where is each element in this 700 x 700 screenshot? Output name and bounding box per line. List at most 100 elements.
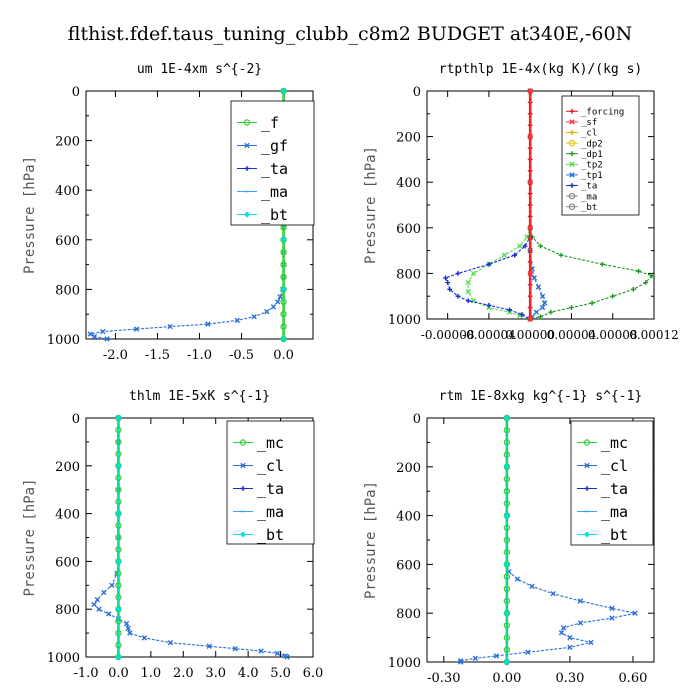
legend: _forcing_sf_cl_dp2_dp1_tp2_tp1_ta_ma_bt xyxy=(561,95,640,216)
data-point xyxy=(244,166,250,171)
series-tp2 xyxy=(465,88,533,322)
data-point xyxy=(493,653,500,659)
legend-label: _ta xyxy=(257,480,284,498)
data-point xyxy=(104,336,110,342)
data-point xyxy=(284,654,290,660)
data-point xyxy=(588,639,594,646)
series-cl xyxy=(457,415,638,665)
data-point xyxy=(568,192,576,200)
data-point xyxy=(127,630,133,636)
data-point xyxy=(123,620,130,627)
data-point xyxy=(133,326,140,332)
y-tick-label: 600 xyxy=(55,234,80,249)
data-point xyxy=(240,462,246,469)
legend-label: _cl xyxy=(257,457,284,475)
data-point xyxy=(141,635,148,641)
data-point xyxy=(529,583,535,590)
data-point xyxy=(577,620,584,626)
data-point xyxy=(106,611,112,617)
data-point xyxy=(507,307,512,313)
data-point xyxy=(527,270,533,277)
data-point xyxy=(243,119,251,126)
y-tick-label: 800 xyxy=(396,607,421,622)
data-point xyxy=(636,268,641,274)
data-point xyxy=(280,273,287,281)
y-tick-label: 400 xyxy=(396,510,421,525)
data-point xyxy=(465,279,471,286)
x-tick-label: -0.30 xyxy=(427,671,460,686)
data-point xyxy=(568,203,576,210)
data-point xyxy=(503,488,511,495)
legend-label: _ma xyxy=(261,183,288,201)
legend: _mc _cl _ta _ma _bt xyxy=(226,420,315,545)
x-tick-label: 0.00004 xyxy=(547,328,597,342)
data-point xyxy=(87,331,93,337)
data-point xyxy=(270,304,277,310)
data-point xyxy=(251,313,257,320)
data-point xyxy=(109,582,115,588)
data-point xyxy=(610,293,616,299)
data-point xyxy=(527,133,533,140)
data-point xyxy=(503,561,510,568)
data-point xyxy=(115,438,122,446)
x-tick-label: 3.0 xyxy=(205,666,226,681)
y-tick-label: 600 xyxy=(55,555,80,570)
series-line xyxy=(529,91,653,320)
legend-label: _mc xyxy=(601,434,628,452)
data-point xyxy=(538,314,543,320)
data-point xyxy=(280,236,287,243)
data-point xyxy=(470,270,477,277)
series-sf xyxy=(527,88,533,322)
data-point xyxy=(115,654,122,660)
y-tick-label: 0 xyxy=(72,85,80,100)
data-point xyxy=(205,321,211,327)
data-point xyxy=(584,462,590,469)
legend-label: _ma xyxy=(581,192,597,202)
data-point xyxy=(232,645,238,652)
x-tick-label: 2.0 xyxy=(173,666,194,681)
legend-label: _cl xyxy=(601,457,628,475)
legend-label: _gf xyxy=(261,137,288,155)
data-point xyxy=(643,280,649,285)
data-point xyxy=(115,474,122,481)
data-point xyxy=(465,288,471,295)
series-bt xyxy=(115,415,122,660)
panel-title: rtpthlp 1E-4x(kg K)/(kg s) xyxy=(439,62,643,77)
y-tick-label: 1000 xyxy=(388,656,421,671)
data-point xyxy=(527,316,533,322)
data-point xyxy=(100,328,106,335)
series-line xyxy=(467,91,531,320)
data-point xyxy=(167,639,174,646)
y-tick-label: 600 xyxy=(396,222,421,237)
y-tick-label: 0 xyxy=(413,412,421,427)
y-tick-label: 400 xyxy=(55,508,80,523)
data-point xyxy=(125,625,131,632)
x-tick-label: 5.0 xyxy=(270,666,291,681)
x-tick-label: 1.0 xyxy=(141,666,162,681)
data-point xyxy=(244,211,250,218)
x-tick-label: -0.5 xyxy=(229,348,254,363)
x-tick-label: -0.00008 xyxy=(421,328,475,342)
data-point xyxy=(445,280,451,285)
data-point xyxy=(609,605,615,612)
y-tick-label: 200 xyxy=(55,135,80,150)
data-point xyxy=(568,139,576,147)
series-bt xyxy=(503,415,510,665)
data-point xyxy=(609,615,615,621)
x-tick-label: -1.0 xyxy=(187,348,212,363)
data-point xyxy=(280,323,287,330)
legend-label: _bt xyxy=(601,526,628,544)
x-tick-label: 0.0 xyxy=(273,348,294,363)
panel-title: um 1E-4xm s^{-2} xyxy=(137,62,262,77)
data-point xyxy=(503,659,510,665)
legend: _mc _cl _ta _ma _bt xyxy=(570,420,654,546)
data-point xyxy=(527,88,533,94)
x-tick-label: 0.0 xyxy=(108,666,129,681)
panel-title: thlm 1E-5xK s^{-1} xyxy=(129,389,270,404)
legend-label: _tp1 xyxy=(581,171,603,181)
data-point xyxy=(115,462,122,469)
data-point xyxy=(115,606,122,613)
legend-label: _bt xyxy=(261,206,288,224)
data-point xyxy=(280,286,287,293)
